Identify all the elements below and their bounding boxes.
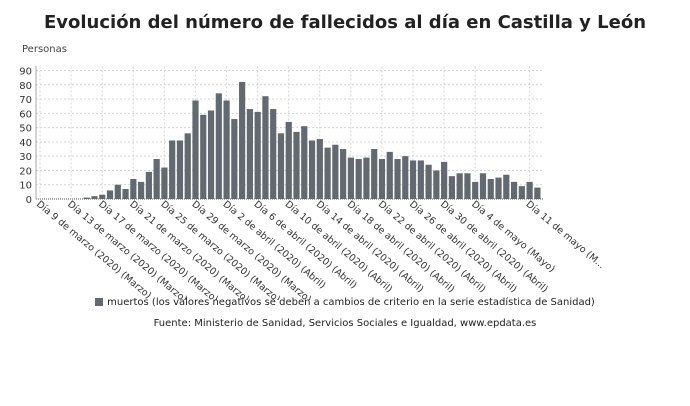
bar xyxy=(417,160,424,199)
bar xyxy=(371,149,378,199)
y-tick-label: 60 xyxy=(19,109,32,120)
bar xyxy=(386,151,393,199)
bar xyxy=(138,181,145,199)
bar xyxy=(83,197,90,199)
bar xyxy=(215,93,222,199)
bar xyxy=(207,110,215,199)
bar xyxy=(441,161,448,199)
bar xyxy=(464,173,471,199)
source-note: Fuente: Ministerio de Sanidad, Servicios… xyxy=(153,318,537,329)
bar xyxy=(487,179,494,199)
bar xyxy=(223,100,230,199)
bar xyxy=(472,181,479,199)
y-axis-label: Personas xyxy=(22,44,67,55)
bar xyxy=(184,133,191,199)
bar xyxy=(479,173,487,199)
bar xyxy=(332,144,339,199)
bar xyxy=(246,109,253,199)
bar xyxy=(510,181,518,199)
bar xyxy=(200,114,207,199)
bar xyxy=(534,187,541,199)
bar xyxy=(324,147,331,199)
bar xyxy=(176,140,184,199)
bar xyxy=(518,186,525,199)
bar xyxy=(316,139,323,199)
bar xyxy=(293,131,300,199)
bar xyxy=(355,159,362,199)
bar xyxy=(425,164,432,199)
bar xyxy=(91,196,98,199)
legend-swatch xyxy=(95,298,104,306)
bar xyxy=(363,157,370,199)
bar xyxy=(308,140,316,199)
y-tick-label: 10 xyxy=(19,181,32,192)
bar xyxy=(239,81,246,199)
bar xyxy=(130,179,137,199)
y-tick-label: 80 xyxy=(19,81,32,92)
bar xyxy=(114,184,121,199)
bar xyxy=(301,126,308,199)
bar xyxy=(402,156,409,199)
bar xyxy=(409,160,417,199)
bar xyxy=(270,109,277,199)
bar xyxy=(161,167,168,199)
bar xyxy=(106,190,114,199)
bar xyxy=(122,189,129,199)
bar xyxy=(169,140,176,199)
bar xyxy=(526,181,533,199)
bar xyxy=(277,133,285,199)
bar xyxy=(340,149,347,199)
bar xyxy=(495,177,502,199)
y-tick-label: 30 xyxy=(19,152,32,163)
bar xyxy=(285,121,292,199)
y-tick-label: 0 xyxy=(26,195,32,206)
y-tick-label: 70 xyxy=(19,95,32,106)
bar xyxy=(433,170,440,199)
y-tick-label: 20 xyxy=(19,166,32,177)
bar xyxy=(448,176,456,199)
bar xyxy=(99,194,106,199)
bar xyxy=(262,96,269,199)
bar xyxy=(347,157,354,199)
bar xyxy=(394,159,401,199)
legend-label: muertos (los valores negativos se deben … xyxy=(107,297,595,308)
y-tick-label: 40 xyxy=(19,138,32,149)
bar xyxy=(145,171,152,199)
legend: muertos (los valores negativos se deben … xyxy=(0,297,690,308)
bar xyxy=(231,119,238,199)
bar xyxy=(378,159,386,199)
y-tick-label: 90 xyxy=(19,67,32,78)
bar xyxy=(456,173,463,199)
chart-title: Evolución del número de fallecidos al dí… xyxy=(43,12,647,33)
bar xyxy=(503,174,510,199)
bar xyxy=(254,111,261,199)
bar xyxy=(153,159,160,199)
y-tick-label: 50 xyxy=(19,124,32,135)
bar xyxy=(192,100,199,199)
